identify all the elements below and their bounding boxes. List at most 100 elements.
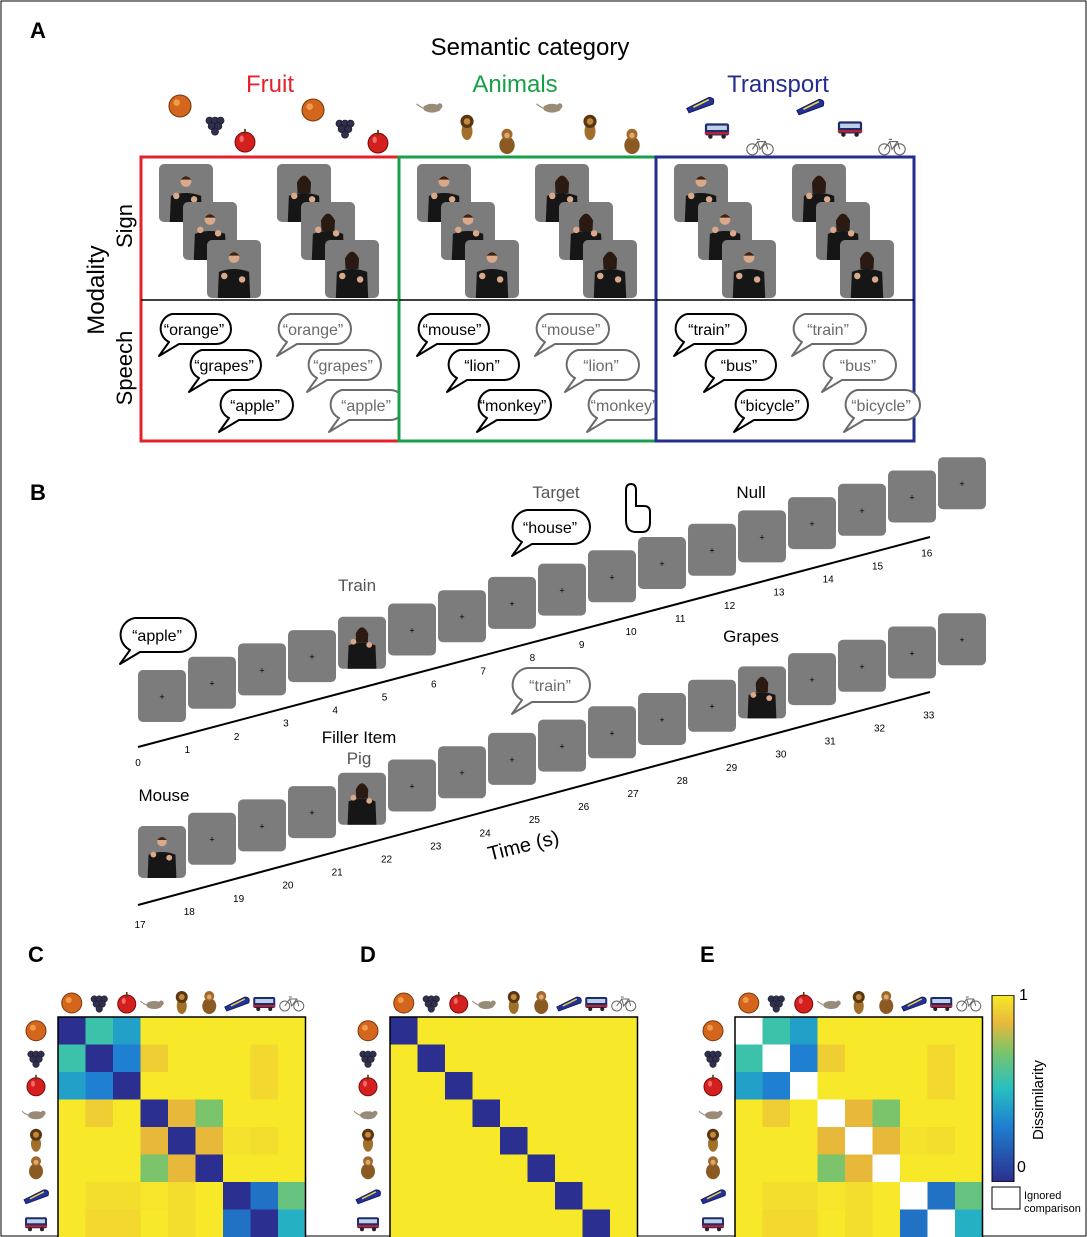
speech-bubble-black: “bus” — [703, 349, 777, 393]
matrix-cell — [762, 1182, 791, 1210]
bubble-text: “grapes” — [194, 358, 254, 375]
mouse-head — [556, 103, 563, 109]
speech-bubble-black: “train” — [673, 313, 747, 357]
tick-label-bottom: 23 — [430, 841, 442, 852]
matrix-cell — [762, 1017, 791, 1045]
apple-stem — [377, 129, 379, 136]
signer-hand — [590, 230, 598, 237]
matrix-cell — [927, 1099, 956, 1128]
fixation-frame — [888, 626, 936, 679]
bike-frame — [883, 138, 901, 151]
matrix-cell — [900, 1099, 928, 1128]
train-stripe — [29, 1191, 45, 1200]
fixation-cross: + — [609, 572, 614, 582]
train-stripe — [562, 998, 578, 1007]
signer-video-frame — [722, 240, 776, 298]
grape — [427, 1005, 435, 1013]
modality-label: Modality — [83, 245, 110, 334]
signer-video-frame — [338, 616, 386, 669]
mouse-icon — [416, 103, 443, 113]
matrix-cell — [250, 1017, 279, 1045]
matrix-cell — [250, 1099, 279, 1128]
matrix-cell — [872, 1154, 901, 1183]
matrix-cell — [250, 1209, 279, 1237]
ignored-swatch — [991, 1186, 1021, 1210]
matrix-cell — [58, 1209, 86, 1237]
signer-video-frame — [138, 826, 186, 878]
matrix-cell — [762, 1154, 791, 1183]
fixation-frame — [788, 653, 836, 706]
tick-label-top: 1 — [185, 745, 191, 756]
colorbar — [991, 995, 1015, 1182]
mouse-body — [28, 1111, 44, 1120]
signer-hand — [705, 196, 713, 203]
matrix-cell — [223, 1044, 251, 1073]
tick-label-top: 3 — [283, 719, 289, 730]
matrix-cell — [500, 1182, 528, 1210]
lion-face — [710, 1131, 716, 1138]
matrix-cell — [140, 1182, 169, 1210]
matrix-cell — [278, 1099, 306, 1128]
orange-shine — [173, 99, 180, 106]
panel-label-e: E — [700, 942, 715, 967]
tick-label-bottom: 22 — [381, 855, 393, 866]
signer-hair — [486, 252, 498, 256]
monkey-body — [361, 1163, 375, 1180]
label-filler-item: Filler Item — [322, 728, 397, 747]
orange-body — [702, 1020, 724, 1042]
bus-stripe — [585, 1005, 608, 1007]
matrix-cell — [735, 1182, 763, 1210]
apple-body — [703, 1077, 723, 1097]
train-body — [355, 1189, 381, 1205]
bus-wheel — [268, 1007, 273, 1011]
bubble-outline — [511, 667, 591, 715]
signer-hand — [332, 230, 340, 237]
train-stripe — [693, 98, 710, 109]
mouse-head — [835, 1000, 841, 1006]
monkey-face — [504, 132, 510, 139]
matrix-cell — [555, 1099, 583, 1128]
mouse-tail — [816, 1000, 824, 1006]
speech-bubble-apple: “apple” — [119, 617, 197, 665]
grape — [772, 1005, 780, 1013]
signer-hair — [462, 214, 474, 218]
matrix-cell — [472, 1209, 501, 1237]
matrix-cell — [735, 1209, 763, 1237]
bus-stripe — [357, 1225, 379, 1228]
bubble-text: “grapes” — [313, 358, 373, 375]
bus-wheel — [40, 1227, 44, 1232]
tick-label-bottom: 19 — [233, 894, 245, 905]
mouse-body — [823, 1001, 840, 1009]
mouse-tail — [21, 1110, 29, 1116]
label-target: Target — [532, 483, 580, 502]
signer-hair — [180, 176, 192, 180]
matrix-cell — [85, 1127, 114, 1155]
bus-icon — [930, 997, 953, 1011]
tick-label-top: 11 — [675, 614, 686, 625]
signer-hand — [847, 230, 855, 237]
fixation-cross: + — [909, 649, 914, 659]
matrix-cell — [610, 1182, 638, 1210]
tick-label-top: 13 — [773, 588, 785, 599]
matrix-cell — [140, 1209, 169, 1237]
grapes-icon — [359, 1050, 377, 1068]
apple-icon — [117, 992, 137, 1014]
matrix-cell — [762, 1099, 791, 1128]
signer-hair — [157, 836, 167, 841]
orange-icon — [738, 992, 760, 1014]
fixation-cross: + — [409, 626, 414, 636]
signer-hair — [554, 175, 570, 193]
bubble-outline — [534, 313, 610, 357]
mouse-head — [158, 1000, 164, 1006]
signer-hand — [729, 230, 737, 237]
signer-hand — [315, 226, 322, 234]
orange-body — [25, 1020, 47, 1042]
lion-face — [510, 994, 517, 1000]
bus-stripe — [253, 1005, 276, 1007]
matrix-cell — [955, 1209, 983, 1237]
bus-wheel — [360, 1227, 364, 1232]
bubble-outline — [673, 313, 747, 357]
bubble-text: “train” — [529, 678, 571, 695]
mouse-head — [372, 1110, 378, 1116]
apple-stem — [712, 1074, 714, 1080]
